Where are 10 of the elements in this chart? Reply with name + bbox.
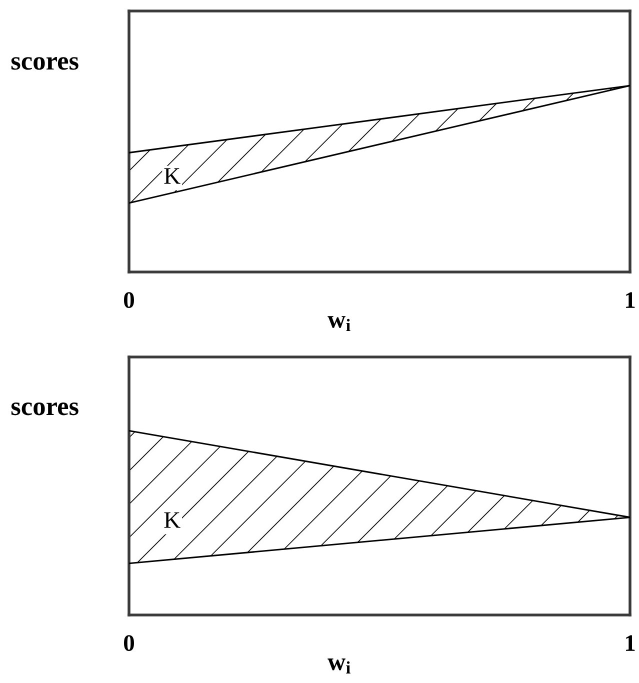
x-axis-title: w$_{i}$ <box>328 316 350 332</box>
annotation: K <box>164 512 180 528</box>
x-tick-label: 1 <box>626 635 635 651</box>
x-axis-title: w$_{i}$ <box>328 658 350 674</box>
x-tick-label: 0 <box>124 292 134 308</box>
y-axis-title: scores <box>11 57 78 70</box>
x-tick-label: 0 <box>124 635 134 652</box>
annotation: K <box>164 168 180 184</box>
x-tick-label: 1 <box>626 292 635 308</box>
y-axis-title: scores <box>11 402 78 416</box>
